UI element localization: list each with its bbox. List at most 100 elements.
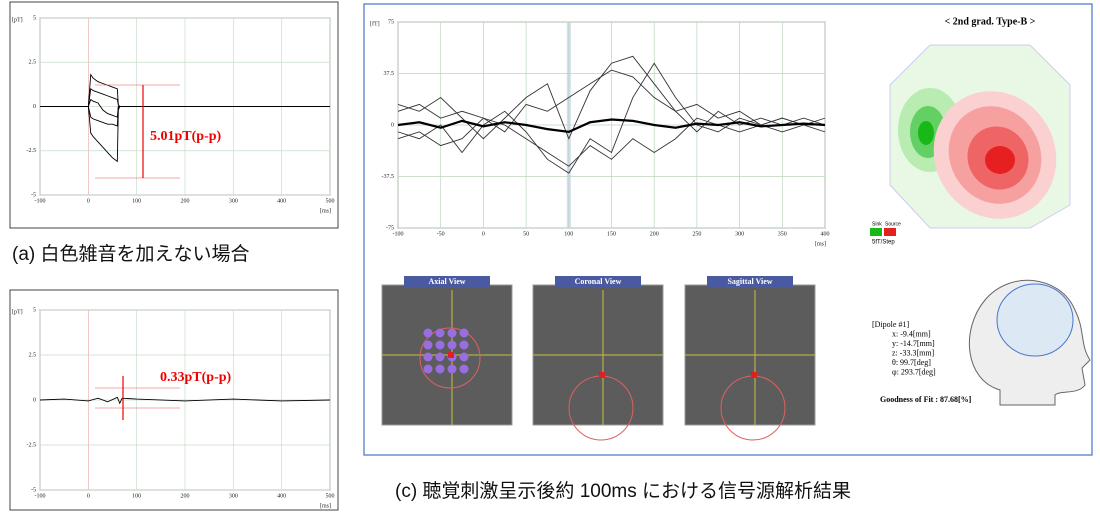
- x-unit: [ms]: [320, 208, 331, 214]
- legend-label: 5fT/Step: [872, 240, 895, 246]
- sensor: [447, 364, 457, 374]
- field-map: < 2nd grad. Type-B > Sink Source 5fT/Ste…: [870, 16, 1071, 246]
- x-tick-label: 400: [277, 493, 286, 499]
- dipole-line: y: -14.7[mm]: [892, 339, 935, 348]
- dipole-marker: [751, 372, 757, 378]
- sensor: [435, 352, 445, 362]
- x-tick-label: 150: [607, 231, 616, 237]
- y-tick-label: 0: [33, 104, 36, 110]
- y-tick-label: -5: [31, 487, 36, 493]
- map-title: < 2nd grad. Type-B >: [945, 16, 1036, 27]
- legend-label: Source: [885, 221, 901, 227]
- annotation: 0.33pT(p-p): [160, 370, 232, 385]
- view-title: Axial View: [428, 277, 465, 286]
- dipole-marker: [599, 372, 605, 378]
- x-tick-label: 350: [778, 231, 787, 237]
- trace: [40, 98, 330, 118]
- head-icon: [968, 279, 1091, 406]
- y-tick-label: -37.5: [382, 174, 395, 180]
- contour: [918, 121, 934, 145]
- x-tick-label: 200: [650, 231, 659, 237]
- x-tick-label: 200: [181, 198, 190, 204]
- x-tick-label: 400: [277, 198, 286, 204]
- x-tick-label: 250: [692, 231, 701, 237]
- x-tick-label: 500: [326, 493, 335, 499]
- trace: [397, 69, 826, 133]
- y-tick-label: -75: [386, 225, 394, 231]
- y-unit: [fT]: [370, 20, 380, 27]
- dipole-line: φ: 293.7[deg]: [892, 367, 936, 376]
- goodness-of-fit: Goodness of Fit : 87.68[%]: [880, 395, 972, 404]
- x-tick-label: 300: [229, 493, 238, 499]
- x-tick-label: 50: [523, 231, 529, 237]
- sensor: [423, 328, 433, 338]
- trace: [39, 396, 331, 405]
- dipole-line: θ: 99.7[deg]: [892, 358, 931, 367]
- x-tick-label: 400: [821, 231, 830, 237]
- trace: [397, 117, 826, 167]
- view-title-bg: [404, 276, 490, 288]
- sensor: [423, 364, 433, 374]
- dipole-line: z: -33.3[mm]: [892, 348, 935, 357]
- x-unit: [ms]: [320, 503, 331, 509]
- view-title-bg: [555, 276, 641, 288]
- x-tick-label: 100: [132, 198, 141, 204]
- legend-swatch: [884, 228, 896, 236]
- sensor: [459, 328, 469, 338]
- view-title: Coronal View: [575, 277, 622, 286]
- y-tick-label: 0: [391, 122, 394, 128]
- panel-frame: [9, 1, 339, 229]
- sensor: [435, 340, 445, 350]
- x-tick-label: 0: [87, 198, 90, 204]
- x-tick-label: -100: [393, 231, 404, 237]
- head-circle: [419, 327, 481, 389]
- y-tick-label: -2.5: [27, 148, 37, 154]
- x-tick-label: -100: [35, 493, 46, 499]
- panel-frame: [363, 3, 1093, 456]
- y-tick-label: 37.5: [384, 71, 395, 77]
- legend-swatch: [870, 228, 882, 236]
- legend-label: Sink: [872, 221, 882, 227]
- y-tick-label: -5: [31, 192, 36, 198]
- y-tick-label: 5: [33, 15, 36, 21]
- sensor: [459, 364, 469, 374]
- sensor: [447, 340, 457, 350]
- sensor: [459, 352, 469, 362]
- sensor: [459, 340, 469, 350]
- caption: (a) 白色雑音を加えない場合: [12, 243, 250, 265]
- sensor: [423, 352, 433, 362]
- y-tick-label: 2.5: [29, 60, 37, 66]
- dipole-line: [Dipole #1]: [872, 320, 909, 329]
- x-tick-label: -100: [35, 198, 46, 204]
- views: Axial View Coronal View Sagittal View: [381, 276, 816, 441]
- y-tick-label: 75: [388, 19, 394, 25]
- sensor: [435, 328, 445, 338]
- annotation: 5.01pT(p-p): [150, 129, 222, 144]
- panel-frame: [9, 289, 339, 511]
- contour: [985, 146, 1015, 174]
- dipole-info: [Dipole #1]x: -9.4[mm]y: -14.7[mm]z: -33…: [872, 320, 936, 377]
- x-tick-label: 0: [87, 493, 90, 499]
- caption: (c) 聴覚刺激呈示後約 100ms における信号源解析結果: [395, 480, 851, 502]
- x-tick-label: -50: [437, 231, 445, 237]
- sensor-helmet: [996, 283, 1074, 357]
- view-title-bg: [707, 276, 793, 288]
- y-tick-label: 0: [33, 397, 36, 403]
- x-tick-label: 0: [482, 231, 485, 237]
- y-tick-label: 2.5: [29, 352, 37, 358]
- y-tick-label: 5: [33, 307, 36, 313]
- sensor: [447, 328, 457, 338]
- dipole-line: x: -9.4[mm]: [892, 329, 931, 338]
- x-tick-label: 200: [181, 493, 190, 499]
- sensor: [435, 364, 445, 374]
- x-tick-label: 300: [735, 231, 744, 237]
- y-tick-label: -2.5: [27, 442, 37, 448]
- x-tick-label: 100: [564, 231, 573, 237]
- trace: [397, 62, 825, 174]
- sensor: [423, 340, 433, 350]
- x-tick-label: 300: [229, 198, 238, 204]
- trace: [397, 118, 826, 133]
- x-tick-label: 100: [132, 493, 141, 499]
- dipole-marker: [448, 352, 454, 358]
